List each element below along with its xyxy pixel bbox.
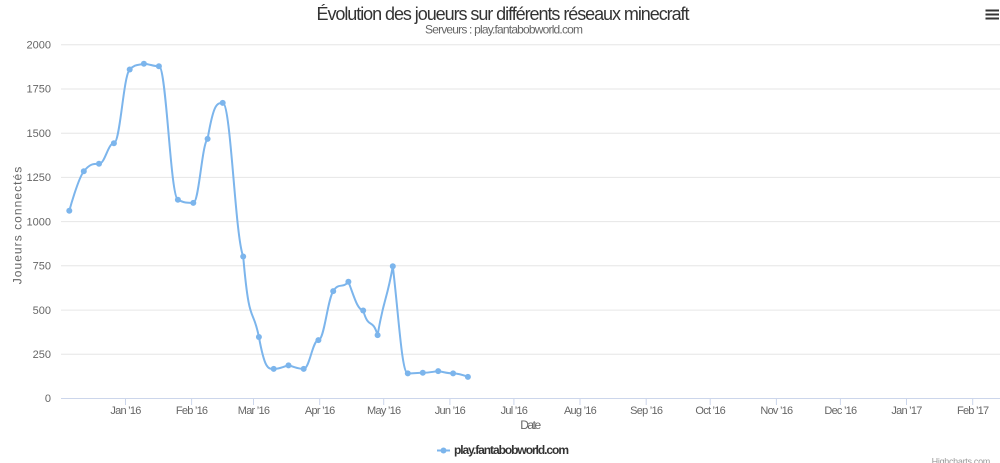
svg-text:Nov ’16: Nov ’16 bbox=[760, 405, 793, 417]
svg-text:Dec ’16: Dec ’16 bbox=[824, 405, 857, 417]
svg-text:Jun ’16: Jun ’16 bbox=[435, 405, 466, 417]
svg-text:May ’16: May ’16 bbox=[367, 405, 401, 417]
svg-text:0: 0 bbox=[45, 393, 51, 405]
svg-text:1000: 1000 bbox=[27, 216, 51, 228]
svg-text:1500: 1500 bbox=[27, 128, 51, 140]
svg-text:500: 500 bbox=[33, 305, 51, 317]
svg-text:Évolution des joueurs sur diff: Évolution des joueurs sur différents rés… bbox=[317, 4, 690, 24]
svg-text:2000: 2000 bbox=[27, 40, 51, 52]
svg-text:Aug ’16: Aug ’16 bbox=[564, 405, 597, 417]
svg-text:Jan ’16: Jan ’16 bbox=[110, 405, 141, 417]
svg-text:Sep ’16: Sep ’16 bbox=[630, 405, 663, 417]
svg-text:Apr ’16: Apr ’16 bbox=[305, 405, 335, 417]
svg-text:Oct ’16: Oct ’16 bbox=[695, 405, 725, 417]
svg-text:Joueurs connectés: Joueurs connectés bbox=[10, 166, 24, 285]
svg-text:1750: 1750 bbox=[27, 84, 51, 96]
svg-text:Jul ’16: Jul ’16 bbox=[501, 405, 528, 417]
svg-text:Mar ’16: Mar ’16 bbox=[238, 405, 270, 417]
svg-text:Highcharts.com: Highcharts.com bbox=[932, 457, 990, 463]
svg-text:1250: 1250 bbox=[27, 172, 51, 184]
svg-text:750: 750 bbox=[33, 261, 51, 273]
svg-text:Serveurs : play.fantabobworld.: Serveurs : play.fantabobworld.com bbox=[425, 23, 583, 37]
svg-text:Date: Date bbox=[520, 418, 541, 432]
svg-text:250: 250 bbox=[33, 349, 51, 361]
svg-text:Feb ’16: Feb ’16 bbox=[176, 405, 208, 417]
svg-text:Jan ’17: Jan ’17 bbox=[891, 405, 922, 417]
svg-text:Feb ’17: Feb ’17 bbox=[957, 405, 989, 417]
svg-text:play.fantabobworld.com: play.fantabobworld.com bbox=[454, 443, 569, 457]
